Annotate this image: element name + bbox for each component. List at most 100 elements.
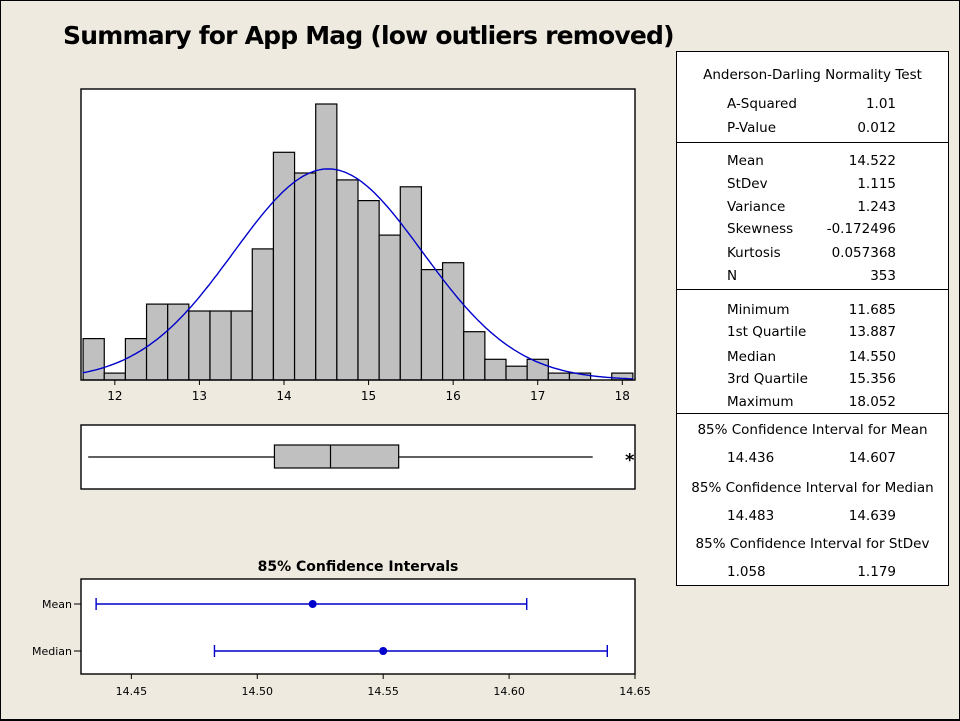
ci-point-estimate: [379, 647, 388, 655]
ci-median-title: 85% Confidence Interval for Median: [691, 480, 934, 496]
histogram-bar: [167, 303, 190, 381]
stat-label: P-Value: [727, 120, 776, 136]
fitted-normal-curve: [82, 168, 634, 380]
ci-mean-title: 85% Confidence Interval for Mean: [697, 422, 928, 438]
stat-value: -0.172496: [826, 221, 896, 237]
stat-row-stdev: StDev 1.115: [677, 176, 948, 196]
stat-label: N: [727, 268, 738, 284]
stat-row-median: Median 14.550: [677, 349, 948, 369]
stat-label: Skewness: [727, 221, 794, 237]
ci-row-label: Mean: [42, 598, 72, 611]
stat-row-skewness: Skewness -0.172496: [677, 221, 948, 241]
stat-value: 11.685: [848, 302, 896, 318]
stat-row-maximum: Maximum 18.052: [677, 394, 948, 414]
ci-stdev-row: 1.058 1.179: [677, 564, 948, 584]
stat-value: 1.115: [857, 176, 896, 192]
stat-label: StDev: [727, 176, 768, 192]
histogram-bar: [230, 310, 253, 381]
histogram-x-tick-label: 15: [361, 389, 376, 403]
histogram-bar: [484, 358, 507, 381]
histogram-x-tick-label: 14: [276, 389, 291, 403]
histogram-frame: [80, 88, 636, 381]
histogram-bar: [399, 186, 423, 381]
histogram-x-tick-label: 18: [615, 389, 630, 403]
stats-panel: Anderson-Darling Normality Test A-Square…: [676, 51, 949, 586]
boxplot-box: [273, 444, 400, 469]
boxplot-outlier-marker: *: [625, 450, 635, 471]
ci-high: 1.179: [857, 564, 896, 580]
stat-label: Mean: [727, 153, 764, 169]
histogram-bar: [378, 234, 401, 381]
stat-row-q3: 3rd Quartile 15.356: [677, 371, 948, 391]
histogram-bar: [103, 372, 127, 381]
ci-low: 14.436: [727, 450, 775, 466]
stat-row-a-squared: A-Squared 1.01: [677, 96, 948, 116]
ci-stdev-title: 85% Confidence Interval for StDev: [695, 536, 930, 552]
histogram-bar: [209, 310, 232, 381]
ci-mean-row: 14.436 14.607: [677, 450, 948, 470]
stat-value: 15.356: [848, 371, 896, 387]
stat-row-mean: Mean 14.522: [677, 153, 948, 173]
ci-high: 14.607: [848, 450, 896, 466]
stat-label: 1st Quartile: [727, 324, 807, 340]
stat-row-p-value: P-Value 0.012: [677, 120, 948, 140]
histogram-bar: [293, 172, 317, 381]
histogram-bar: [315, 103, 338, 381]
ci-x-tick-label: 14.65: [619, 685, 651, 698]
stat-value: 353: [870, 268, 896, 284]
stat-value: 0.012: [857, 120, 896, 136]
stat-label: Maximum: [727, 394, 794, 410]
ci-plot-area: [80, 578, 636, 675]
histogram-bar: [357, 200, 380, 381]
ci-point-estimate: [308, 600, 317, 608]
anderson-darling-section: Anderson-Darling Normality Test A-Square…: [677, 52, 948, 142]
stat-value: 1.01: [865, 96, 896, 112]
stat-value: 14.522: [848, 153, 896, 169]
ci-x-tick-label: 14.60: [493, 685, 525, 698]
histogram-x-tick-label: 13: [192, 389, 207, 403]
stat-label: Kurtosis: [727, 245, 781, 261]
ci-x-tick-label: 14.50: [242, 685, 274, 698]
ci-row-label: Median: [32, 645, 72, 658]
histogram-bar: [272, 151, 296, 381]
stat-value: 1.243: [857, 199, 896, 215]
stat-label: 3rd Quartile: [727, 371, 808, 387]
moments-section: Mean 14.522 StDev 1.115 Variance 1.243 S…: [677, 142, 948, 290]
confidence-section: 85% Confidence Interval for Mean 14.436 …: [677, 413, 948, 586]
histogram-bar: [420, 269, 444, 381]
stat-value: 0.057368: [831, 245, 896, 261]
histogram-x-tick-label: 16: [446, 389, 461, 403]
stat-label: Variance: [727, 199, 786, 215]
ci-x-tick-label: 14.45: [116, 685, 148, 698]
stat-value: 18.052: [848, 394, 896, 410]
ci-median-row: 14.483 14.639: [677, 508, 948, 528]
stat-row-minimum: Minimum 11.685: [677, 302, 948, 322]
report-title: Summary for App Mag (low outliers remove…: [63, 21, 675, 50]
stat-row-n: N 353: [677, 268, 948, 288]
stat-row-q1: 1st Quartile 13.887: [677, 324, 948, 344]
histogram-bar: [547, 372, 571, 381]
stat-label: A-Squared: [727, 96, 797, 112]
quantiles-section: Minimum 11.685 1st Quartile 13.887 Media…: [677, 289, 948, 414]
ci-low: 14.483: [727, 508, 775, 524]
ci-high: 14.639: [848, 508, 896, 524]
histogram-bar: [82, 338, 105, 381]
histogram-bar: [124, 338, 148, 381]
histogram-x-tick-label: 17: [530, 389, 545, 403]
histogram-bar: [463, 331, 486, 381]
ci-low: 1.058: [727, 564, 766, 580]
histogram-bar: [145, 303, 169, 381]
histogram-bar: [441, 262, 465, 381]
histogram-x-tick-label: 12: [107, 389, 122, 403]
stat-label: Median: [727, 349, 777, 365]
ci-chart-title: 85% Confidence Intervals: [258, 559, 459, 575]
anderson-darling-title: Anderson-Darling Normality Test: [703, 67, 922, 83]
histogram-bar: [251, 248, 275, 381]
histogram-bar: [336, 179, 359, 381]
stat-row-variance: Variance 1.243: [677, 199, 948, 219]
ci-x-tick-label: 14.55: [367, 685, 399, 698]
stat-value: 14.550: [848, 349, 896, 365]
stat-value: 13.887: [848, 324, 896, 340]
